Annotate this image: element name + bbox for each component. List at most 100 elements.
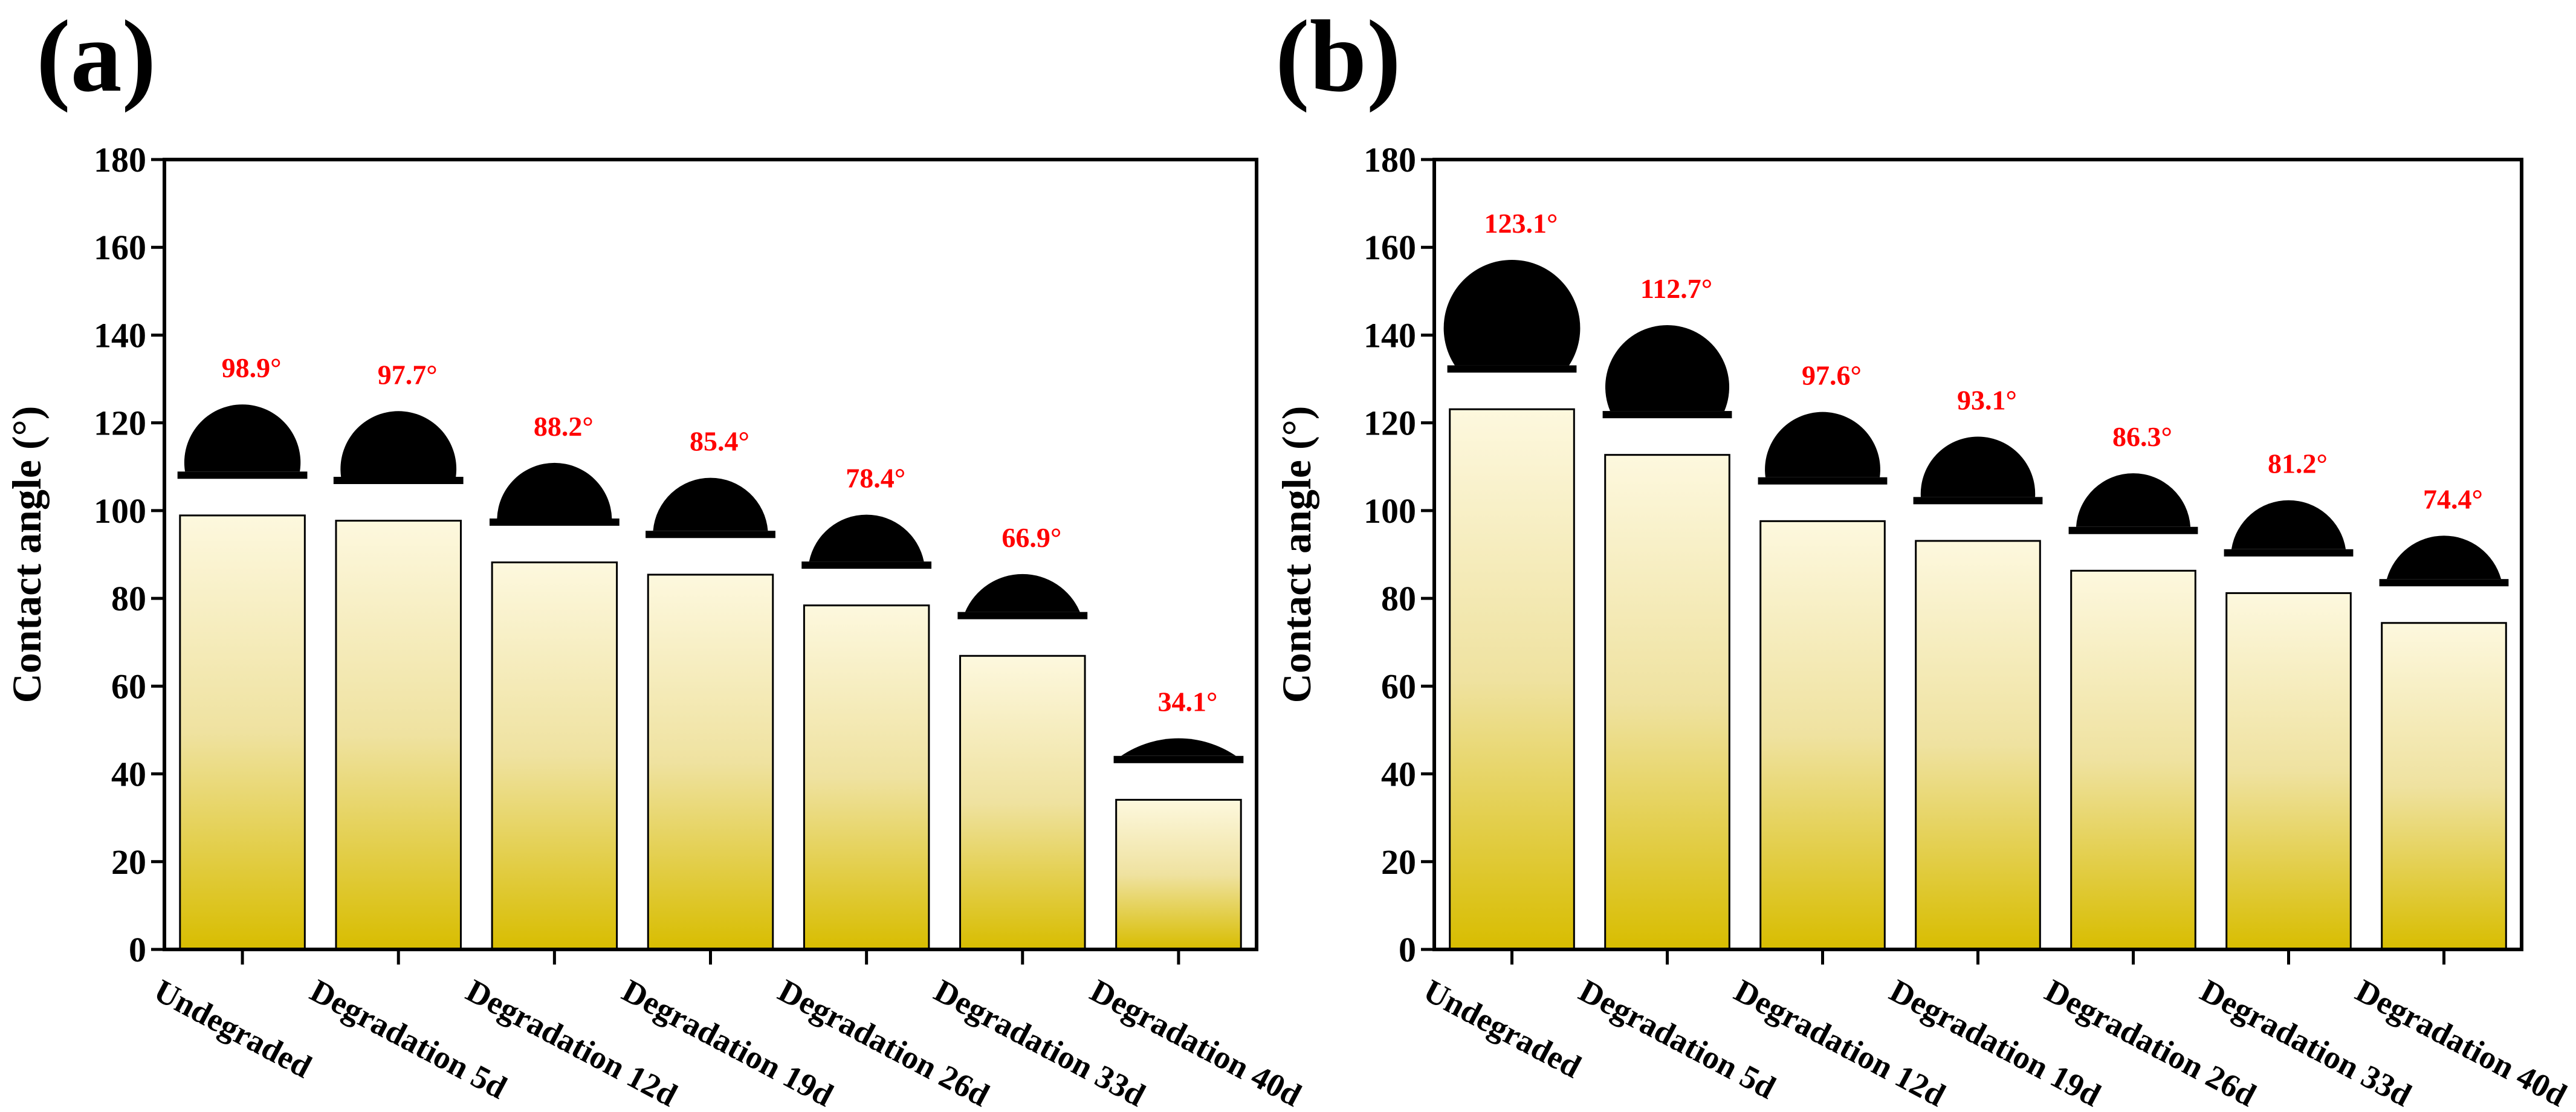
substrate (1758, 477, 1888, 485)
value-label: 98.9° (222, 352, 282, 383)
droplet-image (646, 477, 775, 538)
droplet (184, 404, 301, 472)
y-tick-label: 140 (94, 315, 146, 355)
droplet-image (489, 462, 620, 526)
value-label: 85.4° (690, 426, 749, 457)
substrate (333, 476, 464, 484)
y-tick-label: 0 (1399, 930, 1416, 969)
value-label: 66.9° (1002, 522, 1061, 553)
substrate (646, 531, 775, 538)
y-tick-label: 40 (111, 755, 146, 794)
droplet (1920, 436, 2036, 497)
y-tick-label: 160 (94, 228, 146, 267)
bar (2381, 622, 2507, 951)
droplet (965, 574, 1080, 612)
droplet (2231, 500, 2346, 549)
droplet-image (957, 574, 1088, 619)
substrate (1602, 411, 1732, 419)
bar (959, 655, 1086, 951)
bar (1759, 520, 1886, 951)
droplet-image (2068, 473, 2198, 534)
bar (1915, 540, 2041, 951)
droplet (497, 462, 612, 519)
y-tick-label: 20 (1381, 842, 1416, 882)
substrate (2379, 579, 2509, 587)
value-label: 112.7° (1640, 273, 1712, 304)
bar (1115, 798, 1242, 951)
x-tick-label: Undegraded (148, 972, 317, 1085)
bar (335, 520, 462, 951)
panel-label: (b) (1275, 0, 1401, 113)
substrate (2224, 549, 2354, 557)
value-label: 74.4° (2423, 483, 2483, 514)
value-label: 97.7° (378, 359, 438, 390)
value-label: 81.2° (2268, 448, 2328, 479)
y-tick-label: 40 (1381, 755, 1416, 794)
droplet-image (1113, 738, 1244, 763)
y-tick-label: 0 (129, 930, 146, 969)
bar (803, 604, 930, 951)
y-tick-label: 180 (1364, 140, 1416, 179)
bar (2070, 569, 2196, 951)
y-tick-label: 20 (111, 842, 146, 882)
droplet-image (2224, 500, 2354, 557)
droplet (1443, 259, 1581, 366)
droplet (653, 477, 768, 531)
droplet-image (2379, 535, 2509, 587)
y-tick-label: 100 (1364, 491, 1416, 531)
y-tick-label: 180 (94, 140, 146, 179)
panel-label: (a) (36, 0, 156, 113)
bar (1604, 454, 1730, 951)
y-tick-label: 140 (1364, 315, 1416, 355)
substrate (957, 612, 1088, 619)
droplet-image (1602, 325, 1732, 419)
bar (491, 561, 618, 951)
droplet-image (333, 411, 464, 484)
value-label: 34.1° (1157, 687, 1217, 717)
bar (2225, 592, 2352, 951)
y-tick-label: 80 (111, 579, 146, 618)
y-axis-label: Contact angle (°) (4, 406, 50, 703)
plot-frame (1432, 158, 2523, 951)
y-tick-label: 60 (111, 667, 146, 706)
y-tick-label: 120 (94, 404, 146, 443)
droplet-image (801, 514, 932, 569)
value-label: 88.2° (534, 411, 594, 442)
droplet-image (177, 404, 308, 479)
droplet (1605, 325, 1730, 412)
droplet (2076, 473, 2191, 527)
substrate (2068, 526, 2198, 534)
y-tick-label: 160 (1364, 228, 1416, 267)
value-label: 123.1° (1484, 208, 1558, 239)
substrate (489, 518, 620, 526)
y-tick-label: 80 (1381, 579, 1416, 618)
bar (647, 574, 774, 951)
y-tick-label: 100 (94, 491, 146, 531)
substrate (801, 561, 932, 569)
bar (1449, 408, 1575, 951)
value-label: 86.3° (2112, 421, 2172, 452)
bar (179, 514, 306, 951)
substrate (1113, 755, 1244, 763)
droplet (340, 411, 457, 477)
droplet (809, 514, 924, 562)
value-label: 93.1° (1957, 385, 2017, 416)
droplet-image (1443, 259, 1581, 373)
substrate (1913, 497, 2043, 505)
y-tick-label: 60 (1381, 667, 1416, 706)
droplet (2386, 535, 2502, 580)
y-axis-label: Contact angle (°) (1273, 406, 1319, 703)
substrate (1447, 365, 1577, 373)
droplet (1121, 738, 1236, 756)
y-tick-label: 120 (1364, 404, 1416, 443)
substrate (177, 471, 308, 479)
value-label: 97.6° (1802, 360, 1862, 391)
droplet (1765, 412, 1880, 477)
x-tick-label: Undegraded (1418, 972, 1587, 1085)
droplet-image (1913, 436, 2043, 505)
droplet-image (1758, 412, 1888, 485)
value-label: 78.4° (846, 463, 905, 494)
